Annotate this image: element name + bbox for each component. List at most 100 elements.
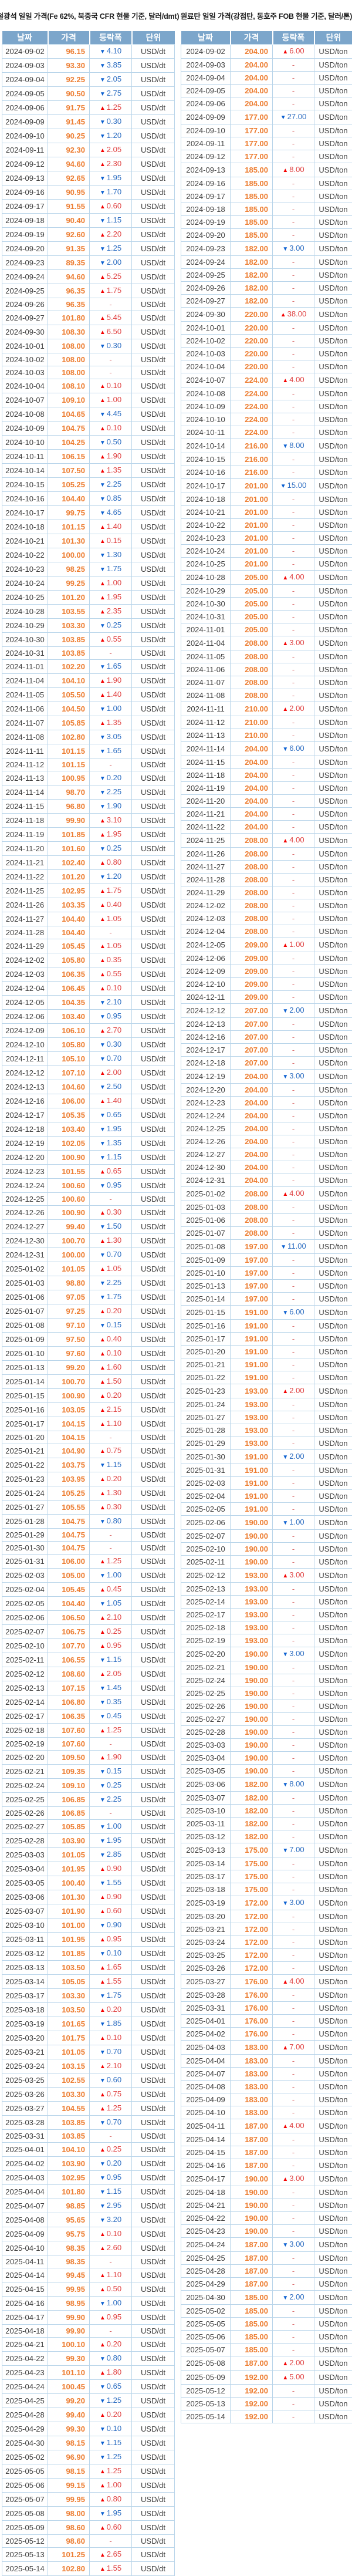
change-cell: ▲1.35 (90, 464, 132, 478)
date-cell: 2024-09-06 (2, 101, 48, 115)
date-cell: 2024-10-28 (2, 605, 48, 619)
date-cell: 2024-09-11 (181, 137, 231, 150)
unit-cell: USD/dt (132, 1094, 175, 1108)
change-cell: - (90, 353, 132, 366)
date-cell: 2024-10-11 (2, 450, 48, 464)
change-value: 0.90 (107, 1892, 121, 1901)
change-value: 1.95 (107, 592, 121, 601)
up-triangle-icon: ▲ (100, 1491, 106, 1497)
no-change-dash: - (292, 218, 295, 227)
unit-cell: USD/ton (314, 1583, 352, 1596)
change-cell: ▲3.00 (273, 636, 314, 650)
price-cell: 204.00 (231, 1135, 273, 1148)
unit-cell: USD/ton (314, 2055, 352, 2068)
date-cell: 2025-05-07 (2, 2493, 48, 2507)
no-change-dash: - (292, 415, 295, 424)
price-cell: 107.70 (48, 1639, 90, 1653)
change-value: 1.30 (107, 550, 121, 559)
no-change-dash: - (292, 1058, 295, 1067)
change-cell: ▲0.25 (90, 2143, 132, 2157)
date-cell: 2024-09-12 (181, 150, 231, 163)
change-cell: ▲4.00 (273, 1187, 314, 1201)
no-change-dash: - (292, 1728, 295, 1737)
change-value: 2.00 (107, 258, 121, 267)
change-cell: ▲0.20 (90, 2338, 132, 2352)
down-triangle-icon: ▼ (100, 496, 106, 503)
date-cell: 2024-09-02 (181, 45, 231, 59)
date-cell: 2025-01-08 (181, 1240, 231, 1254)
no-change-dash: - (292, 2399, 295, 2408)
price-cell: 96.35 (48, 298, 90, 311)
up-triangle-icon: ▲ (100, 2525, 106, 2531)
price-cell: 175.00 (231, 1870, 273, 1883)
change-cell: - (273, 269, 314, 282)
up-triangle-icon: ▲ (282, 2361, 288, 2367)
price-cell: 220.00 (231, 348, 273, 360)
change-cell: ▼8.00 (273, 439, 314, 453)
date-cell: 2025-02-24 (181, 1674, 231, 1687)
change-cell: - (273, 1830, 314, 1843)
change-value: 3.00 (289, 1649, 304, 1658)
change-value: 5.00 (289, 2372, 304, 2381)
date-cell: 2025-03-04 (2, 1862, 48, 1876)
change-cell: ▲0.80 (90, 2493, 132, 2507)
date-cell: 2024-09-04 (181, 72, 231, 85)
change-value: 0.20 (107, 2339, 121, 2348)
price-cell: 105.00 (48, 1569, 90, 1583)
unit-cell: USD/dt (132, 1052, 175, 1066)
price-cell: 97.05 (48, 1290, 90, 1304)
up-triangle-icon: ▲ (282, 2123, 288, 2130)
up-triangle-icon: ▲ (100, 2106, 106, 2112)
up-triangle-icon: ▲ (100, 986, 106, 992)
price-cell: 103.85 (48, 647, 90, 660)
change-cell: - (273, 1883, 314, 1896)
unit-cell: USD/dt (132, 1820, 175, 1834)
change-value: 3.00 (289, 1071, 304, 1080)
up-triangle-icon: ▲ (100, 1169, 106, 1175)
price-cell: 204.00 (231, 756, 273, 769)
price-cell: 108.00 (48, 339, 90, 353)
change-cell: - (273, 2159, 314, 2172)
date-cell: 2024-10-24 (181, 545, 231, 558)
no-change-dash: - (109, 1809, 111, 1818)
price-cell: 192.00 (231, 2385, 273, 2398)
no-change-dash: - (292, 862, 295, 871)
date-cell: 2025-01-15 (2, 1389, 48, 1403)
change-cell: - (273, 1084, 314, 1097)
date-cell: 2024-12-06 (181, 952, 231, 965)
price-cell: 185.00 (231, 229, 273, 242)
date-cell: 2025-04-16 (181, 2159, 231, 2172)
price-cell: 208.00 (231, 1214, 273, 1227)
up-triangle-icon: ▲ (100, 1210, 106, 1216)
change-cell: ▼1.75 (90, 1290, 132, 1304)
change-cell: ▲1.25 (90, 2102, 132, 2116)
date-cell: 2025-01-22 (181, 1371, 231, 1384)
up-triangle-icon: ▲ (100, 595, 106, 601)
price-cell: 193.00 (231, 1583, 273, 1596)
change-cell: ▲1.30 (90, 1486, 132, 1501)
change-cell: ▼0.25 (90, 619, 132, 633)
no-change-dash: - (292, 1505, 295, 1513)
date-cell: 2024-09-17 (181, 190, 231, 203)
date-cell: 2025-03-18 (2, 2003, 48, 2017)
change-cell: - (273, 1910, 314, 1923)
